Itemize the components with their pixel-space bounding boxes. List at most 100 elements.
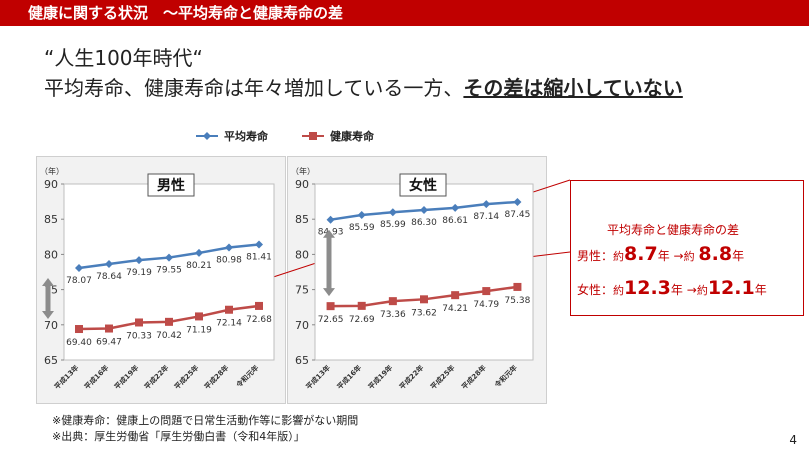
y-axis-unit: （年）	[40, 166, 64, 176]
x-tick-label: 平成25年	[428, 363, 456, 391]
callout-title: 平均寿命と健康寿命の差	[607, 223, 740, 237]
callout-male-row: 男性：約8.7年 →約 8.8年	[577, 243, 744, 265]
legend-label-series2: 健康寿命	[330, 130, 374, 143]
series1-point	[255, 240, 263, 249]
series2-point	[482, 287, 491, 296]
data-label: 79.55	[156, 266, 182, 276]
series1-point	[513, 197, 522, 206]
legend-item-series1: 平均寿命	[196, 128, 268, 144]
callout-male-prefix2: 約	[683, 250, 695, 263]
series2-point	[388, 297, 397, 306]
series2-point	[255, 301, 263, 310]
chart-legend: 平均寿命 健康寿命	[196, 128, 374, 144]
footnote-definition: ※健康寿命：健康上の問題で日常生活動作等に影響がない期間	[52, 414, 359, 427]
callout-male-value2: 8.8	[698, 243, 733, 265]
callout-female-prefix1: 約	[613, 284, 625, 297]
y-tick-label: 90	[44, 178, 58, 191]
data-label: 78.07	[66, 276, 92, 286]
series1-point	[225, 243, 233, 252]
data-label: 74.79	[473, 300, 499, 310]
data-label: 70.33	[126, 331, 152, 341]
y-tick-label: 90	[295, 178, 309, 191]
data-label: 79.19	[126, 268, 152, 278]
data-label: 69.47	[96, 338, 122, 348]
series2-point	[513, 282, 522, 291]
chart-title-box	[147, 173, 195, 197]
callout-female-row: 女性：約12.3年 →約12.1年	[577, 277, 767, 299]
series2-point	[195, 312, 203, 321]
series1-point	[195, 248, 203, 257]
data-label: 69.40	[66, 338, 92, 348]
callout-female-value1: 12.3	[624, 277, 671, 299]
callout-female-unit1: 年	[670, 283, 683, 297]
callout-male-label: 男性：	[577, 249, 614, 263]
gap-arrow-head-down	[42, 311, 54, 320]
x-tick-label: 平成13年	[52, 363, 80, 391]
series2-point	[75, 325, 83, 334]
callout-female-value2: 12.1	[707, 277, 755, 299]
callout-male-unit2: 年	[732, 249, 745, 263]
headline-line2: 平均寿命、健康寿命は年々増加している一方、その差は縮小していない	[44, 72, 683, 101]
y-tick-label: 70	[295, 319, 309, 332]
y-tick-label: 80	[295, 248, 309, 261]
legend-marker-series2	[302, 132, 324, 140]
gap-arrow-head-up	[42, 277, 54, 286]
series1-point	[388, 208, 397, 217]
series2-point	[326, 302, 335, 311]
series2-point	[135, 318, 143, 327]
chart-title: 女性	[409, 177, 437, 194]
callout-female-prefix2: 約	[696, 284, 708, 297]
x-tick-label: 平成19年	[112, 363, 140, 391]
series1-point	[420, 206, 428, 215]
series1-point	[165, 253, 173, 262]
series1-point	[451, 203, 460, 212]
headline-line1: “人生100年時代“	[44, 46, 203, 70]
data-label: 85.59	[349, 223, 375, 233]
x-tick-label: 令和元年	[234, 363, 261, 390]
data-label: 72.14	[216, 319, 242, 329]
x-tick-label: 平成22年	[397, 363, 425, 391]
data-label: 80.98	[216, 256, 242, 266]
data-label: 71.19	[186, 325, 212, 335]
y-tick-label: 75	[295, 284, 309, 297]
callout-male-value1: 8.7	[624, 243, 658, 265]
data-label: 73.62	[411, 308, 437, 318]
chart-title-box	[399, 173, 447, 197]
y-tick-label: 85	[44, 213, 58, 226]
series2-point	[105, 324, 113, 333]
y-tick-label: 85	[295, 213, 309, 226]
series1-point	[105, 259, 113, 268]
x-tick-label: 平成28年	[460, 363, 488, 391]
plot-area	[63, 183, 275, 361]
chart-title: 男性	[157, 177, 185, 194]
data-label: 86.61	[442, 216, 468, 226]
footnote-source: ※出典：厚生労働省「厚生労働白書（令和4年版）」	[52, 430, 305, 443]
callout-male-prefix1: 約	[613, 250, 625, 263]
callout-female-unit2: 年	[754, 283, 767, 297]
legend-marker-series1	[196, 132, 218, 140]
data-label: 73.36	[380, 310, 406, 320]
data-label: 70.42	[156, 331, 182, 341]
data-label: 85.99	[380, 220, 406, 230]
x-tick-label: 令和元年	[492, 363, 519, 390]
data-label: 72.69	[349, 315, 375, 325]
data-label: 72.65	[318, 315, 344, 325]
gap-arrow-head-up	[323, 229, 335, 238]
data-label: 74.21	[442, 304, 468, 314]
slide-title: 健康に関する状況 ～平均寿命と健康寿命の差	[28, 4, 344, 22]
data-label: 72.68	[246, 315, 272, 325]
y-tick-label: 65	[44, 354, 58, 367]
y-tick-label: 65	[295, 354, 309, 367]
data-label: 86.30	[411, 218, 437, 228]
data-label: 87.45	[505, 210, 531, 220]
slide-header: 健康に関する状況 ～平均寿命と健康寿命の差	[0, 0, 809, 26]
callout-female-arrow: →	[686, 283, 697, 297]
data-label: 75.38	[505, 296, 531, 306]
x-tick-label: 平成16年	[82, 363, 110, 391]
series2-point	[357, 301, 366, 310]
series2-point	[225, 305, 233, 314]
headline-prefix: 平均寿命、健康寿命は年々増加している一方、	[44, 76, 464, 100]
series1-point	[357, 211, 366, 220]
series2-point	[420, 295, 428, 304]
x-tick-label: 平成13年	[304, 363, 332, 391]
